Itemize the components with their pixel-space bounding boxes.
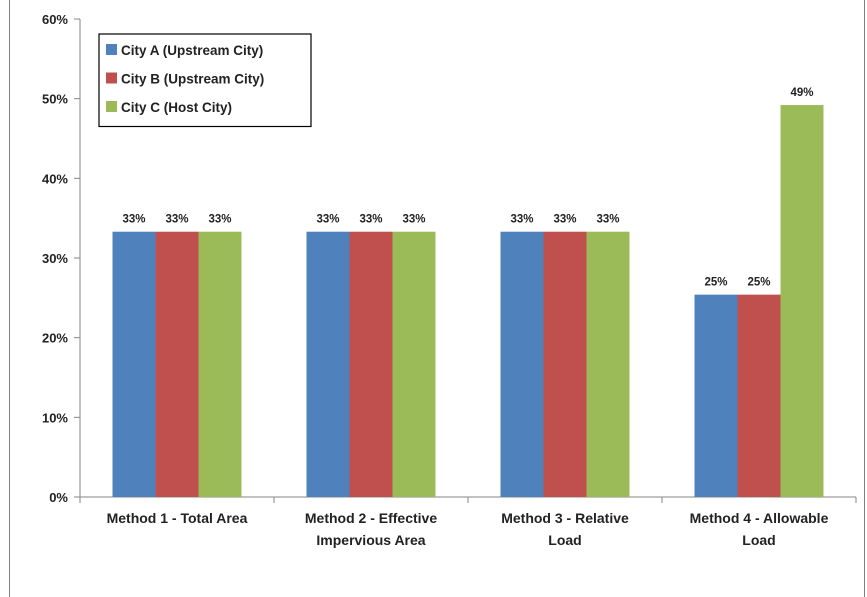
legend-swatch [106, 44, 117, 55]
bar [780, 105, 824, 497]
bar [112, 231, 156, 497]
x-category-label-line: Method 4 - Allowable [690, 510, 829, 526]
axes: 0% 10% 20% 30% 40% 50% 60% Method 1 - Total Are… [42, 12, 857, 548]
legend-entry-label: City A (Upstream City) [121, 43, 263, 58]
bar [543, 231, 587, 497]
data-label: 33% [402, 214, 425, 226]
legend-box [98, 33, 312, 128]
x-category-label-line: Method 1 - Total Area [107, 510, 248, 526]
x-category-label: Method 4 - Allowable Load [690, 510, 829, 548]
data-label: 33% [208, 214, 231, 226]
data-label: 33% [359, 214, 382, 226]
data-label: 49% [790, 87, 813, 99]
x-category-label: Method 3 - Relative Load [501, 510, 629, 548]
x-category-label-line: Method 3 - Relative [501, 510, 629, 526]
legend-entry-label: City C (Host City) [121, 100, 232, 115]
data-labels: 33% 33% 33% 33% 33% 33% 33% 33% 33% 25% 25% 49% [122, 87, 813, 289]
bar [500, 231, 544, 497]
y-tick-label: 60% [42, 12, 68, 27]
data-label: 25% [704, 277, 727, 289]
chart-frame [9, 0, 865, 597]
bar [306, 231, 350, 497]
y-tick-label: 40% [42, 171, 68, 186]
x-category-label-line: Method 2 - Effective [305, 510, 437, 526]
y-tick-label: 0% [49, 490, 68, 505]
legend-swatch [106, 101, 117, 112]
x-category-label-line: Load [742, 532, 775, 548]
data-label: 33% [165, 214, 188, 226]
bar [694, 294, 738, 497]
y-tick-label: 20% [42, 331, 68, 346]
data-label: 25% [747, 277, 770, 289]
data-label: 33% [122, 214, 145, 226]
y-tick-label: 30% [42, 251, 68, 266]
y-tick-label: 50% [42, 92, 68, 107]
y-tick-label: 10% [42, 410, 68, 425]
x-category-label: Method 1 - Total Area [107, 510, 248, 526]
x-category-label: Method 2 - Effective Impervious Area [305, 510, 437, 548]
x-category-label-line: Load [548, 532, 581, 548]
data-label: 33% [553, 214, 576, 226]
data-label: 33% [316, 214, 339, 226]
data-label: 33% [596, 214, 619, 226]
legend-entry-label: City B (Upstream City) [121, 72, 264, 87]
bar [586, 231, 630, 497]
bar [392, 231, 436, 497]
bar [198, 231, 242, 497]
legend-swatch [106, 72, 117, 84]
bar [737, 294, 781, 497]
x-category-label-line: Impervious Area [316, 532, 425, 548]
bars [112, 105, 824, 497]
legend: City A (Upstream City) City B (Upstream C… [98, 33, 312, 128]
data-label: 33% [510, 214, 533, 226]
bar [349, 231, 393, 497]
bar [155, 231, 199, 497]
